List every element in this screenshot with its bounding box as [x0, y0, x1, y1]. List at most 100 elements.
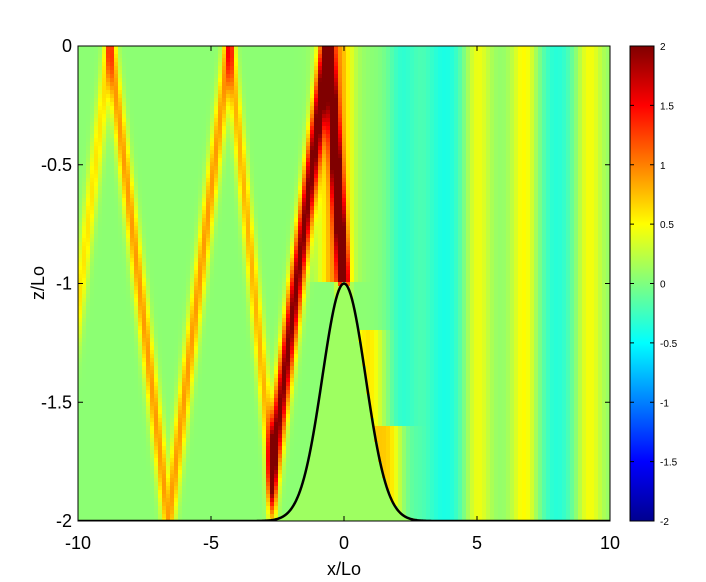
heatmap-cell — [534, 158, 539, 163]
heatmap-cell — [306, 98, 311, 103]
heatmap-cell — [386, 154, 391, 159]
heatmap-cell — [506, 174, 511, 179]
heatmap-cell — [250, 46, 255, 51]
heatmap-cell — [498, 158, 503, 163]
heatmap-cell — [558, 106, 563, 111]
heatmap-cell — [474, 126, 479, 131]
heatmap-cell — [254, 86, 259, 91]
heatmap-cell — [130, 118, 135, 123]
heatmap-cell — [206, 138, 211, 143]
heatmap-cell — [446, 162, 451, 167]
heatmap-cell — [106, 178, 111, 183]
heatmap-cell — [426, 142, 431, 147]
heatmap-cell — [594, 86, 599, 91]
heatmap-cell — [258, 62, 263, 67]
heatmap-cell — [586, 46, 591, 51]
heatmap-cell — [294, 154, 299, 159]
heatmap-cell — [154, 170, 159, 175]
heatmap-cell — [518, 134, 523, 139]
heatmap-cell — [386, 90, 391, 95]
heatmap-cell — [478, 102, 483, 107]
heatmap-cell — [154, 62, 159, 67]
heatmap-cell — [406, 142, 411, 147]
heatmap-cell — [498, 46, 503, 51]
heatmap-cell — [554, 186, 559, 191]
heatmap-cell — [218, 194, 223, 199]
heatmap-cell — [458, 50, 463, 55]
heatmap-cell — [482, 162, 487, 167]
heatmap-cell — [154, 110, 159, 115]
heatmap-cell — [322, 86, 327, 91]
heatmap-cell — [538, 146, 543, 151]
heatmap-cell — [218, 102, 223, 107]
heatmap-cell — [574, 54, 579, 59]
heatmap-cell — [78, 82, 83, 87]
heatmap-cell — [462, 186, 467, 191]
heatmap-cell — [190, 174, 195, 179]
heatmap-cell — [414, 122, 419, 127]
heatmap-cell — [118, 54, 123, 59]
heatmap-cell — [538, 190, 543, 195]
heatmap-cell — [518, 58, 523, 63]
heatmap-cell — [534, 106, 539, 111]
heatmap-cell — [406, 174, 411, 179]
heatmap-cell — [138, 46, 143, 51]
heatmap-cell — [262, 166, 267, 171]
heatmap-cell — [382, 154, 387, 159]
heatmap-cell — [138, 82, 143, 87]
heatmap-cell — [130, 190, 135, 195]
heatmap-cell — [482, 134, 487, 139]
heatmap-cell — [218, 134, 223, 139]
heatmap-cell — [82, 182, 87, 187]
heatmap-cell — [138, 158, 143, 163]
heatmap-cell — [142, 142, 147, 147]
heatmap-cell — [258, 166, 263, 171]
heatmap-cell — [194, 174, 199, 179]
heatmap-cell — [86, 94, 91, 99]
heatmap-cell — [234, 98, 239, 103]
heatmap-cell — [342, 162, 347, 167]
heatmap-cell — [454, 114, 459, 119]
heatmap-cell — [554, 170, 559, 175]
heatmap-cell — [142, 74, 147, 79]
heatmap-cell — [250, 142, 255, 147]
heatmap-cell — [198, 142, 203, 147]
heatmap-cell — [434, 102, 439, 107]
heatmap-cell — [202, 166, 207, 171]
heatmap-cell — [90, 110, 95, 115]
heatmap-cell — [422, 102, 427, 107]
heatmap-cell — [550, 110, 555, 115]
heatmap-cell — [442, 166, 447, 171]
heatmap-cell — [194, 94, 199, 99]
heatmap-cell — [366, 130, 371, 135]
heatmap-cell — [178, 158, 183, 163]
heatmap-cell — [490, 46, 495, 51]
heatmap-cell — [550, 70, 555, 75]
heatmap-cell — [226, 170, 231, 175]
heatmap-cell — [514, 126, 519, 131]
heatmap-cell — [362, 182, 367, 187]
heatmap-cell — [278, 106, 283, 111]
heatmap-cell — [130, 106, 135, 111]
heatmap-cell — [158, 78, 163, 83]
heatmap-cell — [522, 174, 527, 179]
heatmap-cell — [478, 66, 483, 71]
heatmap-cell — [542, 142, 547, 147]
heatmap-cell — [506, 54, 511, 59]
heatmap-cell — [274, 194, 279, 199]
heatmap-cell — [222, 166, 227, 171]
heatmap-cell — [414, 102, 419, 107]
heatmap-cell — [98, 146, 103, 151]
heatmap-cell — [286, 194, 291, 199]
heatmap-cell — [338, 106, 343, 111]
heatmap-cell — [246, 174, 251, 179]
heatmap-cell — [166, 70, 171, 75]
heatmap-cell — [450, 146, 455, 151]
heatmap-cell — [246, 154, 251, 159]
heatmap-cell — [590, 130, 595, 135]
heatmap-cell — [78, 150, 83, 155]
heatmap-cell — [450, 114, 455, 119]
heatmap-cell — [338, 194, 343, 199]
heatmap-cell — [346, 54, 351, 59]
heatmap-cell — [554, 174, 559, 179]
